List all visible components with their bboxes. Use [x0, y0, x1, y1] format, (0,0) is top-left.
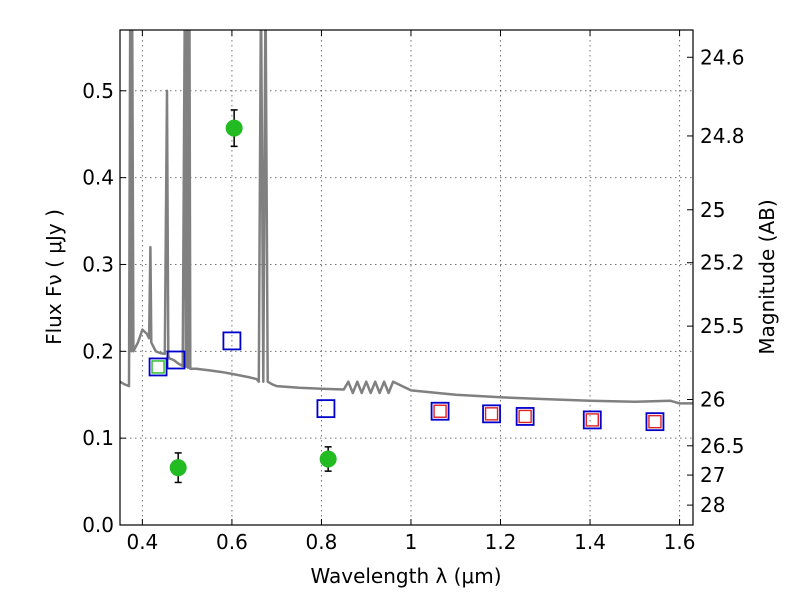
model-flux-square — [148, 357, 168, 377]
y2-tick-label: 25 — [700, 198, 725, 222]
model-flux-square — [645, 412, 665, 432]
x-tick-label: 1.2 — [485, 530, 517, 554]
data-series — [120, 30, 693, 484]
model-flux-square — [430, 401, 450, 421]
model-flux-square — [515, 407, 535, 426]
model-flux-square — [222, 331, 242, 351]
model-sed-line — [120, 30, 693, 405]
inner-marker-square — [433, 404, 447, 418]
y2-axis-label: Magnitude (AB) — [755, 199, 779, 354]
observed-point — [169, 459, 187, 477]
x-tick-label: 1 — [405, 530, 418, 554]
y2-tick-label: 25.2 — [700, 251, 745, 275]
model-flux-square — [166, 350, 186, 370]
x-tick-label: 1.6 — [664, 530, 696, 554]
x-tick-label: 0.6 — [216, 530, 248, 554]
y2-tick-label: 25.5 — [700, 314, 745, 338]
x-axis-label: Wavelength λ (μm) — [310, 564, 501, 588]
inner-marker-square — [518, 409, 532, 424]
y-tick-label: 0.1 — [82, 426, 114, 450]
observed-point — [225, 119, 243, 137]
x-tick-label: 0.8 — [306, 530, 338, 554]
y-tick-label: 0.4 — [82, 166, 114, 190]
y2-tick-label: 26.5 — [700, 434, 745, 458]
y2-tick-label: 28 — [700, 493, 725, 517]
inner-marker-square — [484, 407, 499, 421]
model-flux-square — [482, 404, 501, 424]
y-tick-label: 0.2 — [82, 339, 114, 363]
y2-tick-label: 24.6 — [700, 45, 745, 69]
inner-marker-square — [585, 413, 599, 427]
plot-frame — [119, 29, 694, 526]
y2-tick-label: 27 — [700, 463, 725, 487]
y2-tick-label: 24.8 — [700, 124, 745, 148]
y-axis-label: Flux Fν ( μJy ) — [42, 209, 66, 345]
inner-marker-square — [151, 360, 165, 374]
y-tick-label: 0.3 — [82, 252, 114, 276]
model-flux-square — [316, 399, 336, 419]
y-tick-label: 0.0 — [82, 513, 114, 537]
x-tick-label: 1.4 — [574, 530, 606, 554]
x-tick-label: 0.4 — [126, 530, 158, 554]
y2-tick-label: 26 — [700, 388, 725, 412]
y-tick-label: 0.5 — [82, 79, 114, 103]
inner-marker-square — [648, 414, 662, 429]
observed-point — [319, 450, 337, 468]
model-flux-square — [582, 410, 602, 430]
axes: 0.4 0.6 0.8 1 1.2 1.4 1.6 0.0 0.1 0.2 0.3 0.4 0.5 24.… — [82, 30, 745, 554]
